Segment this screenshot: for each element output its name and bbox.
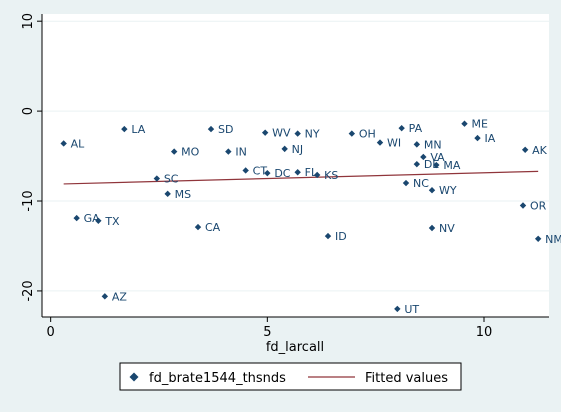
point-label: FL	[305, 166, 318, 179]
point-label: ME	[472, 118, 488, 131]
point-label: AK	[532, 144, 548, 157]
point-label: AL	[71, 137, 86, 150]
legend-scatter-label: fd_brate1544_thsnds	[149, 371, 286, 386]
x-tick-label: 0	[47, 325, 55, 340]
point-label: ID	[335, 230, 347, 243]
point-label: DE	[424, 158, 439, 171]
data-point	[461, 120, 468, 127]
data-point	[294, 169, 301, 176]
data-point	[433, 161, 440, 169]
point-label: MS	[175, 188, 191, 201]
axis-layer: 10 0 -10 -20 0 5 10	[21, 13, 492, 340]
point-label: MA	[443, 159, 460, 172]
legend: fd_brate1544_thsnds Fitted values	[119, 362, 462, 391]
data-point	[121, 125, 128, 133]
plot-area	[42, 14, 549, 317]
legend-fit-label: Fitted values	[365, 371, 448, 386]
point-label: WI	[387, 137, 401, 150]
data-point	[101, 293, 109, 300]
data-point	[521, 146, 529, 153]
point-label: IA	[485, 132, 496, 145]
point-label: UT	[404, 303, 419, 316]
point-label: PA	[409, 122, 423, 135]
y-tick-label: 0	[21, 107, 36, 115]
fitted-values-line	[63, 170, 539, 185]
point-label: IN	[235, 146, 246, 159]
point-label: VA	[430, 151, 445, 164]
point-label: CA	[205, 221, 221, 234]
data-point	[225, 148, 232, 155]
legend-marker-icon	[129, 372, 139, 382]
point-label: LA	[131, 123, 145, 136]
data-point	[60, 140, 67, 147]
data-point	[153, 175, 161, 182]
data-point	[264, 169, 271, 177]
data-point	[164, 190, 171, 198]
point-label: GA	[84, 212, 101, 225]
grid-layer	[42, 20, 549, 292]
point-label: OR	[530, 200, 547, 213]
data-point	[394, 305, 401, 313]
data-point	[281, 145, 288, 153]
data-point	[207, 125, 215, 133]
data-point	[398, 124, 405, 132]
data-point	[194, 223, 202, 231]
point-label: DC	[274, 167, 290, 180]
data-point	[376, 139, 384, 146]
data-point	[324, 232, 332, 240]
data-point	[313, 171, 321, 179]
data-point	[474, 134, 481, 142]
data-point	[413, 160, 421, 168]
point-label: MN	[424, 138, 442, 151]
data-point	[428, 187, 436, 194]
point-label: NV	[439, 222, 455, 235]
data-point	[413, 141, 421, 148]
point-label: SD	[218, 123, 233, 136]
data-point	[519, 202, 527, 209]
x-tick-label: 10	[476, 325, 493, 340]
point-label: NM	[545, 233, 561, 246]
point-label: TX	[104, 215, 120, 228]
data-point	[261, 129, 269, 136]
point-label: CT	[253, 164, 268, 177]
point-label: MO	[181, 146, 199, 159]
point-label: NC	[413, 177, 429, 190]
point-label: OH	[359, 128, 376, 141]
data-point	[420, 153, 427, 161]
data-point	[294, 130, 301, 137]
point-label: NY	[305, 128, 320, 141]
data-point	[73, 214, 80, 222]
x-tick-label: 5	[263, 325, 271, 340]
data-point	[170, 148, 178, 155]
data-point	[534, 235, 542, 242]
point-label: SC	[164, 173, 179, 186]
y-tick-label: -10	[21, 190, 36, 211]
data-point	[402, 179, 410, 187]
data-point	[242, 167, 249, 174]
point-label: KS	[324, 169, 338, 182]
data-point	[348, 130, 356, 137]
data-point	[428, 224, 436, 232]
y-tick-label: -20	[21, 280, 36, 301]
point-label: WY	[439, 184, 457, 197]
data-point	[95, 217, 102, 224]
x-axis-label: fd_larcall	[266, 340, 324, 355]
fit-layer	[63, 170, 539, 185]
y-tick-label: 10	[21, 13, 36, 30]
point-label: NJ	[292, 143, 303, 156]
legend-box	[119, 362, 462, 391]
point-label: AZ	[112, 290, 128, 303]
point-label: WV	[272, 127, 291, 140]
